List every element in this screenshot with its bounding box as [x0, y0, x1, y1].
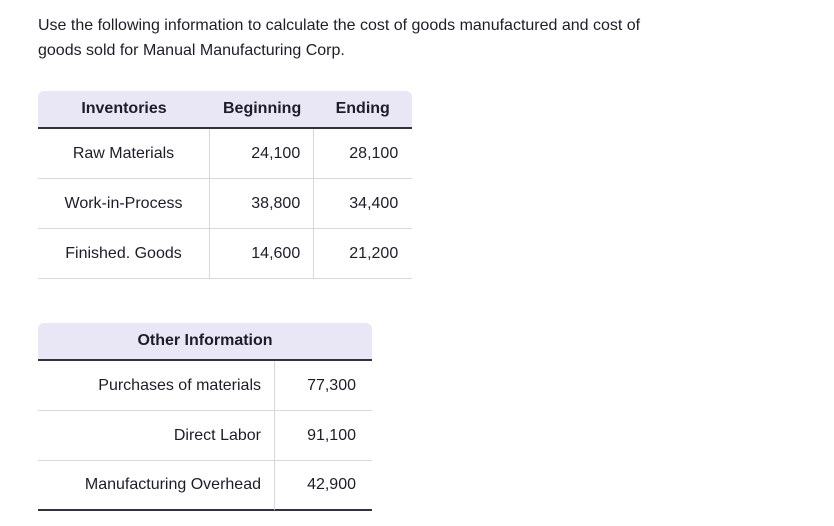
header-cell-beginning: Beginning: [210, 91, 315, 129]
finished-goods-ending: 21,200: [314, 229, 413, 279]
table-header-row: Other Information: [38, 323, 372, 361]
row-label-purchases-of-materials: Purchases of materials: [38, 361, 275, 411]
work-in-process-beginning: 38,800: [210, 179, 315, 229]
header-cell-other-information: Other Information: [38, 323, 372, 361]
manufacturing-overhead-value: 42,900: [275, 461, 372, 511]
raw-materials-beginning: 24,100: [210, 129, 315, 179]
problem-statement: Use the following information to calcula…: [38, 13, 794, 63]
row-label-finished-goods: Finished. Goods: [38, 229, 210, 279]
direct-labor-value: 91,100: [275, 411, 372, 461]
purchases-of-materials-value: 77,300: [275, 361, 372, 411]
other-information-table-body: Purchases of materials 77,300 Direct Lab…: [38, 361, 372, 511]
table-row: Direct Labor 91,100: [38, 411, 372, 461]
inventories-table-body: Raw Materials 24,100 28,100 Work-in-Proc…: [38, 129, 413, 279]
other-information-table-header: Other Information: [38, 323, 372, 361]
table-row: Raw Materials 24,100 28,100: [38, 129, 413, 179]
table-row: Finished. Goods 14,600 21,200: [38, 229, 413, 279]
table-header-row: Inventories Beginning Ending: [38, 91, 413, 129]
row-label-manufacturing-overhead: Manufacturing Overhead: [38, 461, 275, 511]
table-row: Work-in-Process 38,800 34,400: [38, 179, 413, 229]
other-information-table: Other Information Purchases of materials…: [38, 323, 372, 511]
page: Use the following information to calcula…: [38, 13, 794, 511]
header-cell-inventories: Inventories: [38, 91, 210, 129]
raw-materials-ending: 28,100: [314, 129, 413, 179]
problem-statement-line-1: Use the following information to calcula…: [38, 17, 641, 34]
row-label-work-in-process: Work-in-Process: [38, 179, 210, 229]
finished-goods-beginning: 14,600: [210, 229, 315, 279]
problem-statement-line-2: goods sold for Manual Manufacturing Corp…: [38, 42, 345, 59]
inventories-table-header: Inventories Beginning Ending: [38, 91, 413, 129]
table-row: Purchases of materials 77,300: [38, 361, 372, 411]
work-in-process-ending: 34,400: [314, 179, 413, 229]
table-row: Manufacturing Overhead 42,900: [38, 461, 372, 511]
inventories-table: Inventories Beginning Ending Raw Materia…: [38, 91, 413, 279]
header-cell-ending: Ending: [314, 91, 413, 129]
row-label-raw-materials: Raw Materials: [38, 129, 210, 179]
row-label-direct-labor: Direct Labor: [38, 411, 275, 461]
